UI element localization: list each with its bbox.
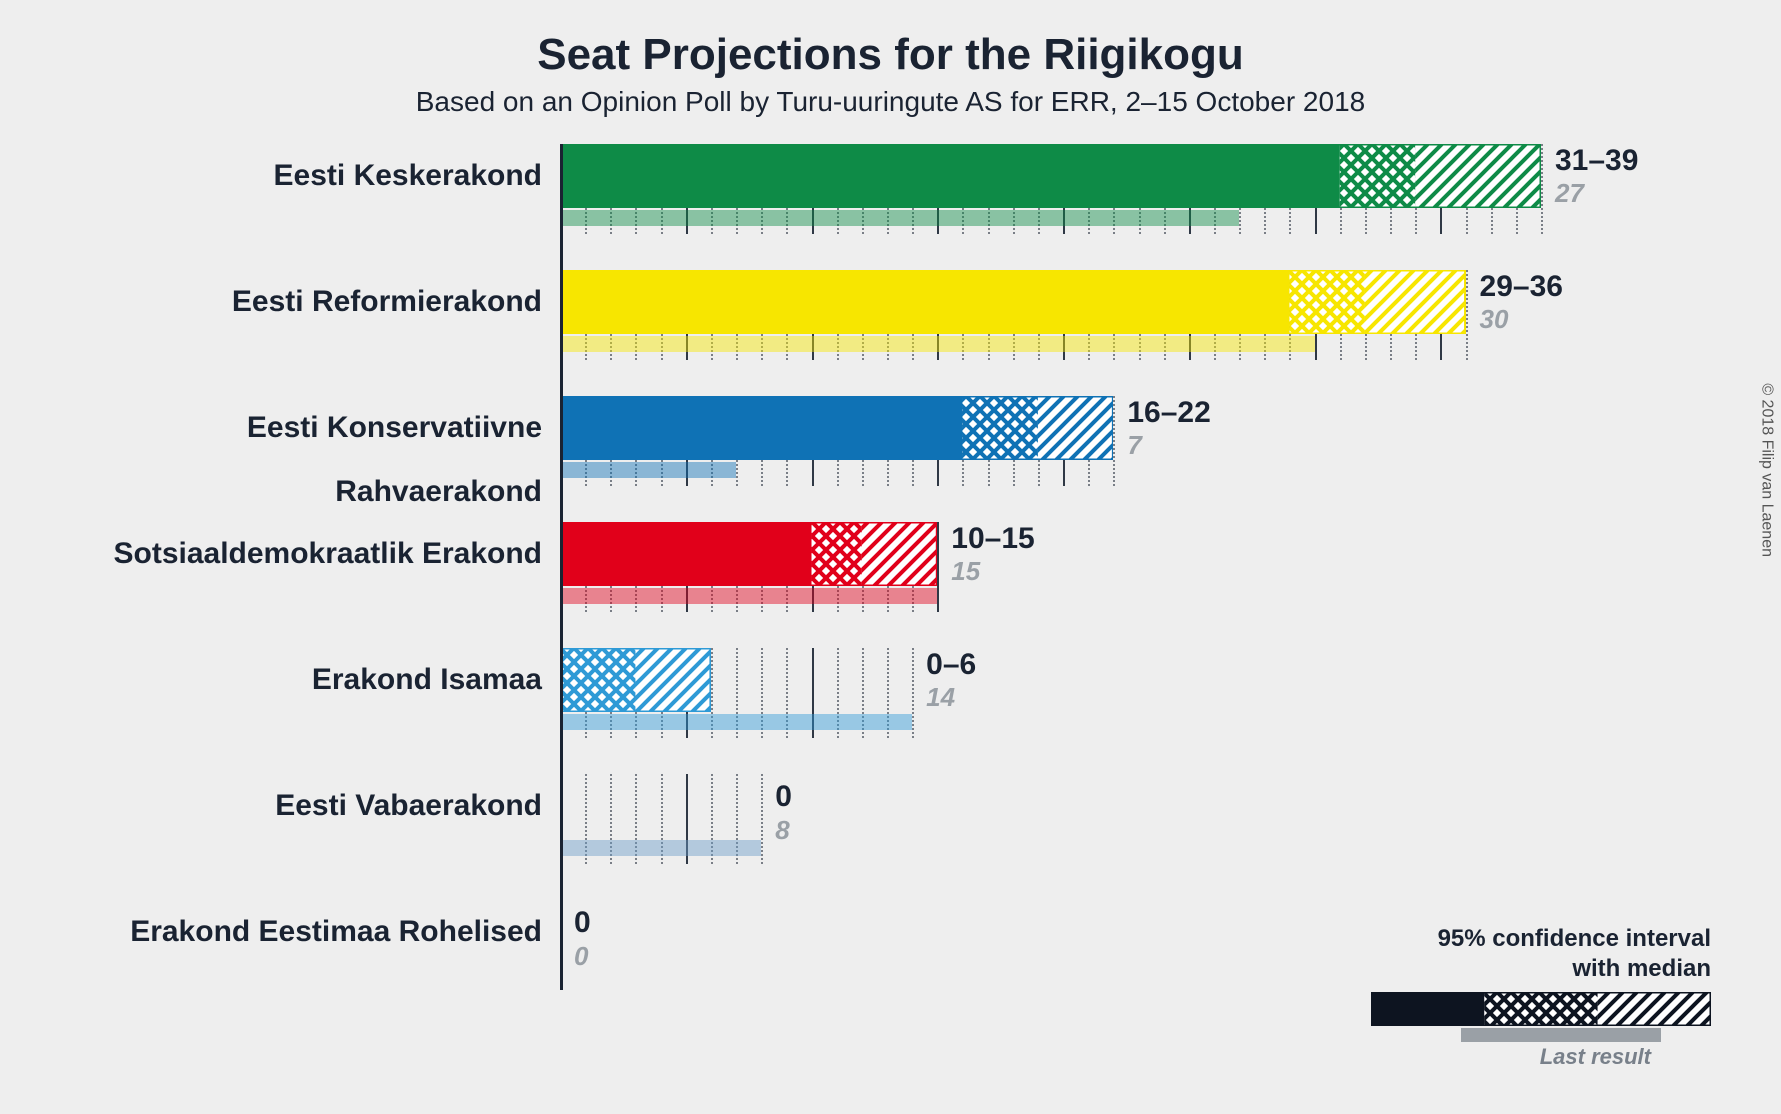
last-result-bar	[560, 714, 912, 730]
value-label: 08	[761, 780, 792, 843]
range-value: 31–39	[1555, 146, 1638, 176]
last-result-bar	[560, 840, 761, 856]
baseline	[560, 144, 563, 990]
chart-container: Seat Projections for the Riigikogu Based…	[0, 0, 1781, 1114]
last-value: 27	[1555, 180, 1638, 206]
legend-bar-svg	[1371, 992, 1711, 1026]
plot-area: Eesti Keskerakond31–3927Eesti Reformiera…	[560, 144, 1541, 1024]
legend-title-line2: with median	[1572, 955, 1711, 982]
party-row: Eesti Reformierakond29–3630	[560, 270, 1541, 390]
party-label: Eesti Keskerakond	[60, 144, 560, 208]
party-row: Eesti Keskerakond31–3927	[560, 144, 1541, 264]
range-value: 0	[574, 906, 591, 939]
range-value: 29–36	[1480, 272, 1563, 302]
projection-bar	[560, 270, 1466, 334]
chart-subtitle: Based on an Opinion Poll by Turu-uuringu…	[60, 86, 1721, 118]
projection-bar	[560, 648, 711, 712]
value-label: 29–36 30	[1466, 272, 1563, 332]
party-label: Eesti Vabaerakond	[60, 774, 560, 838]
last-value: 14	[926, 684, 976, 710]
party-label: Eesti Konservatiivne Rahvaerakond	[60, 396, 560, 524]
legend-last-label: Last result	[1291, 1044, 1651, 1070]
last-result-bar	[560, 336, 1315, 352]
legend-title-line1: 95% confidence interval	[1438, 925, 1711, 952]
projection-bar	[560, 396, 1113, 460]
last-result-bar	[560, 462, 736, 478]
last-value: 15	[951, 558, 1034, 584]
range-value: 0–6	[926, 650, 976, 680]
last-value: 8	[775, 817, 792, 843]
party-row: Eesti Konservatiivne Rahvaerakond16–227	[560, 396, 1541, 516]
party-label: Erakond Eestimaa Rohelised	[60, 900, 560, 964]
party-row: Erakond Isamaa0–614	[560, 648, 1541, 768]
last-value: 7	[1127, 432, 1210, 458]
value-label: 16–22 7	[1113, 398, 1210, 458]
legend-bar	[1371, 992, 1711, 1026]
last-value: 30	[1480, 306, 1563, 332]
legend-title: 95% confidence interval with median	[1291, 924, 1711, 984]
value-label: 0–614	[912, 650, 976, 710]
copyright: © 2018 Filip van Laenen	[1758, 383, 1776, 557]
range-value: 16–22	[1127, 398, 1210, 428]
range-value: 10–15	[951, 524, 1034, 554]
party-row: Sotsiaaldemokraatlik Erakond10–1515	[560, 522, 1541, 642]
value-label: 00	[560, 906, 591, 969]
last-result-bar	[560, 588, 937, 604]
party-row: Eesti Vabaerakond08	[560, 774, 1541, 894]
party-label: Eesti Reformierakond	[60, 270, 560, 334]
last-result-bar	[560, 210, 1239, 226]
value-label: 31–39 27	[1541, 146, 1638, 206]
party-label: Sotsiaaldemokraatlik Erakond	[60, 522, 560, 586]
legend-last-bar	[1461, 1028, 1661, 1042]
chart-title: Seat Projections for the Riigikogu	[60, 30, 1721, 80]
range-value: 0	[775, 780, 792, 813]
projection-bar	[560, 144, 1541, 208]
last-value: 0	[574, 943, 591, 969]
legend: 95% confidence interval with median Last…	[1291, 924, 1711, 1070]
projection-bar	[560, 522, 937, 586]
value-label: 10–15 15	[937, 524, 1034, 584]
party-label: Erakond Isamaa	[60, 648, 560, 712]
